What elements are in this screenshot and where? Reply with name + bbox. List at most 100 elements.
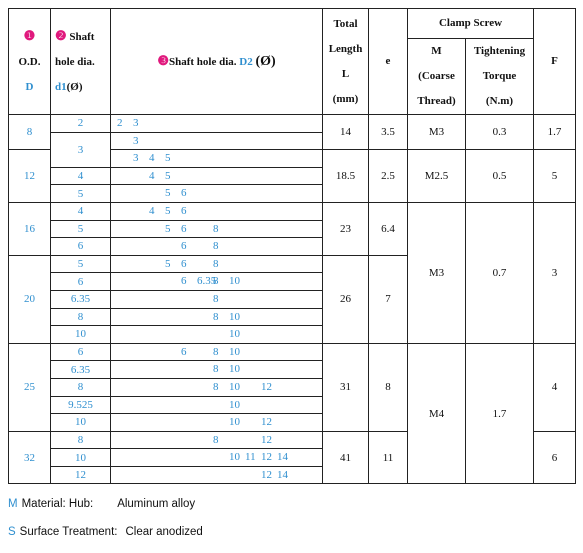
torque-cell: 1.7 xyxy=(464,342,535,485)
table-row: 8 8 10 12 xyxy=(9,377,576,397)
d1-cell: 6 xyxy=(50,342,111,362)
d1-cell: 10 xyxy=(50,413,111,432)
d2-value: 14 xyxy=(277,451,288,464)
header-e: e xyxy=(368,8,408,115)
header-d2: ❸Shaft hole dia. D2 (Ø) xyxy=(110,8,323,115)
d1-cell: 8 xyxy=(50,430,111,450)
d2-cell: 10 xyxy=(110,395,323,415)
d1-cell: 6 xyxy=(50,272,111,291)
e-cell: 11 xyxy=(368,430,408,485)
od-cell: 16 xyxy=(8,201,51,256)
d1-cell: 9.525 xyxy=(50,395,111,415)
header-f: F xyxy=(533,8,577,115)
d2-value: 8 xyxy=(213,310,219,323)
d2-cell: 3 xyxy=(110,131,323,151)
d2-value: 6 xyxy=(181,345,187,358)
table-row: 32 8 8 12 41 11 6 xyxy=(8,430,577,485)
d2-value: 5 xyxy=(165,222,171,235)
d2-value: 6 xyxy=(181,240,187,253)
length-cell: 14 xyxy=(322,113,369,151)
screw-cell: M4 xyxy=(407,342,466,485)
f-cell: 5 xyxy=(533,149,577,203)
table-row: 10 10 12 xyxy=(9,413,576,432)
d2-value: 14 xyxy=(277,468,288,481)
d2-value: 5 xyxy=(165,257,171,270)
d2-cell: 10 11 12 14 xyxy=(110,448,323,467)
e-cell: 3.5 xyxy=(368,113,408,151)
f-cell: 3 xyxy=(533,201,577,344)
d2-value: 10 xyxy=(229,363,240,376)
d2-value: 10 xyxy=(229,416,240,429)
d2-value: 6 xyxy=(181,204,187,217)
d2-value: 3 xyxy=(133,152,139,165)
length-cell: 26 xyxy=(322,254,369,344)
length-cell: 31 xyxy=(322,342,369,432)
d2-cell: 8 xyxy=(110,289,323,309)
d2-value: 6.35 xyxy=(197,275,217,288)
d2-cell: 10 xyxy=(110,325,323,344)
length-cell: 23 xyxy=(322,201,369,256)
d2-value: 3 xyxy=(133,117,139,129)
d2-value: 10 xyxy=(229,398,240,411)
d2-value: 5 xyxy=(165,152,171,165)
od-cell: 20 xyxy=(8,254,51,344)
header-torque: Tightening Torque (N.m) xyxy=(464,38,535,115)
e-cell: 6.4 xyxy=(368,201,408,256)
d2-value: 11 xyxy=(245,451,256,464)
header-d1: ❷ Shaft hole dia. d1(Ø) xyxy=(50,8,111,115)
d1-cell: 6.35 xyxy=(50,289,111,309)
d1-cell: 10 xyxy=(50,325,111,344)
d2-value: 4 xyxy=(149,152,155,165)
header-m: M (Coarse Thread) xyxy=(407,38,466,115)
d1-cell: 12 xyxy=(50,465,111,485)
d1-cell: 3 xyxy=(50,131,111,168)
d2-value: 8 xyxy=(213,363,219,376)
d2-cell: 10 12 xyxy=(110,413,323,432)
d2-cell: 8 10 12 xyxy=(110,377,323,397)
torque-cell: 0.3 xyxy=(464,113,535,151)
d2-value: 6 xyxy=(181,257,187,270)
d2-value: 8 xyxy=(213,292,219,305)
d2-value: 8 xyxy=(213,275,219,288)
length-cell: 18.5 xyxy=(322,149,369,203)
d1-cell: 5 xyxy=(50,219,111,239)
d2-value: 12 xyxy=(261,380,272,393)
d2-value: 6 xyxy=(181,187,187,200)
f-cell: 1.7 xyxy=(533,113,577,151)
length-cell: 41 xyxy=(322,430,369,485)
note: S Surface Treatment: Clear anodized xyxy=(8,526,203,539)
od-cell: 8 xyxy=(8,113,51,151)
d2-cell: 8 10 xyxy=(110,307,323,327)
torque-cell: 0.7 xyxy=(464,201,535,344)
d2-value: 2 xyxy=(117,117,123,129)
d2-value: 6 xyxy=(181,275,187,288)
d2-value: 10 xyxy=(229,328,240,341)
table-row: 6.35 8 10 xyxy=(9,360,576,379)
d2-value: 12 xyxy=(261,433,272,446)
screw-cell: M3 xyxy=(407,113,466,151)
od-cell: 25 xyxy=(8,342,51,432)
d2-value: 12 xyxy=(261,468,272,481)
d2-cell: 6 8 10 xyxy=(110,342,323,362)
table-body: 8 2 2 3 14 3.5 M3 0.3 1.7 3 3 12 3 4 5 18.5 2.5 M2.5 0.5 5 4… xyxy=(8,113,577,485)
header-od: ❶ O.D. D xyxy=(8,8,51,115)
d1-cell: 2 xyxy=(50,114,111,133)
d2-value: 10 xyxy=(229,380,240,393)
d2-cell: 6 6.35 8 10 xyxy=(110,272,323,291)
d2-value: 4 xyxy=(149,204,155,217)
d1-cell: 5 xyxy=(50,254,111,274)
od-cell: 32 xyxy=(8,430,51,485)
d2-value: 12 xyxy=(261,416,272,429)
d1-cell: 10 xyxy=(50,448,111,467)
d2-value: 4 xyxy=(149,169,155,182)
d2-value: 10 xyxy=(229,310,240,323)
f-cell: 4 xyxy=(533,342,577,432)
table-row: 25 6 6 8 10 31 8 M4 1.7 4 xyxy=(8,342,577,485)
table-row: 8 2 2 3 14 3.5 M3 0.3 1.7 xyxy=(8,113,577,151)
